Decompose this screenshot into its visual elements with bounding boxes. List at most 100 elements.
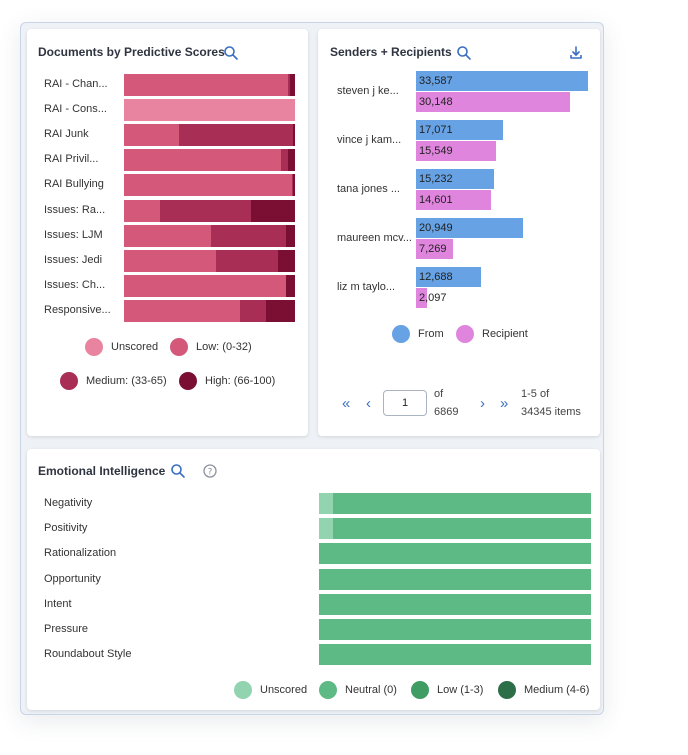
emotion-bar-segment <box>319 493 333 514</box>
senders-chart-title: Senders + Recipients <box>330 45 452 59</box>
senders-search-icon[interactable] <box>456 45 472 61</box>
docs-chart-title: Documents by Predictive Scores <box>38 45 225 59</box>
docs-bar-segment <box>124 224 212 247</box>
pager-items-count: 34345 items <box>521 406 581 418</box>
first-page-icon[interactable]: « <box>342 395 351 412</box>
recipient-value-label: 14,601 <box>419 194 453 206</box>
emotion-bar-segment <box>319 644 591 666</box>
recipient-bar[interactable] <box>416 190 491 210</box>
docs-legend-medium[interactable]: Medium: (33-65) <box>60 372 167 390</box>
docs-bar[interactable] <box>124 199 295 222</box>
emotion-bar[interactable] <box>319 644 591 666</box>
docs-bar[interactable] <box>124 174 295 197</box>
emotion-category-label: Intent <box>44 597 72 610</box>
emotion-bar-segment <box>319 518 333 540</box>
docs-bar-segment <box>293 174 295 197</box>
emo-legend-medium[interactable]: Medium (4-6) <box>498 681 589 699</box>
docs-legend-low[interactable]: Low: (0-32) <box>170 338 252 356</box>
senders-legend-from[interactable]: From <box>392 325 444 343</box>
legend-dot-icon <box>170 338 188 356</box>
sender-name-label: steven j ke... <box>337 85 399 97</box>
docs-bar[interactable] <box>124 99 295 122</box>
download-icon[interactable] <box>568 45 584 61</box>
recipient-value-label: 15,549 <box>419 145 453 157</box>
sender-name-label: tana jones ... <box>337 183 400 195</box>
docs-bar-segment <box>281 149 289 172</box>
docs-bar[interactable] <box>124 124 295 147</box>
emotion-bar[interactable] <box>319 493 591 514</box>
legend-dot-icon <box>179 372 197 390</box>
from-value-label: 33,587 <box>419 75 453 87</box>
help-icon[interactable]: ? <box>202 463 218 479</box>
emotion-category-label: Negativity <box>44 497 93 509</box>
docs-legend-high[interactable]: High: (66-100) <box>179 372 275 390</box>
docs-category-label: Responsive... <box>44 303 111 316</box>
docs-bar[interactable] <box>124 249 295 272</box>
docs-bar[interactable] <box>124 299 295 322</box>
docs-bar[interactable] <box>124 274 295 297</box>
legend-dot-icon <box>85 338 103 356</box>
legend-dot-icon <box>392 325 410 343</box>
emotion-bar[interactable] <box>319 543 591 565</box>
docs-bar-segment <box>178 124 294 147</box>
senders-legend-recipient[interactable]: Recipient <box>456 325 528 343</box>
emo-legend-unscored[interactable]: Unscored <box>234 681 307 699</box>
docs-bar-segment <box>124 74 289 96</box>
recipient-bar[interactable] <box>416 288 427 308</box>
docs-legend-unscored-label: Unscored <box>111 341 159 353</box>
emotion-bar[interactable] <box>319 593 591 615</box>
emotion-bar[interactable] <box>319 518 591 540</box>
docs-legend-low-label: Low: (0-32) <box>196 341 252 353</box>
dashboard-panel: Documents by Predictive Scores RAI - Cha… <box>20 22 604 715</box>
next-page-icon[interactable]: › <box>480 395 485 412</box>
recipient-bar[interactable] <box>416 141 496 161</box>
emo-legend-neutral[interactable]: Neutral (0) <box>319 681 397 699</box>
emotional-intelligence-card: Emotional Intelligence ? Negativity Posit… <box>27 449 600 710</box>
docs-category-label: RAI - Cons... <box>44 103 107 116</box>
from-bar[interactable] <box>416 120 504 140</box>
legend-dot-icon <box>319 681 337 699</box>
recipient-bar[interactable] <box>416 92 571 112</box>
sender-name-label: liz m taylo... <box>337 281 396 293</box>
emotion-category-label: Pressure <box>44 623 89 635</box>
previous-page-icon[interactable]: ‹ <box>366 395 371 412</box>
docs-bar-segment <box>124 99 295 122</box>
docs-legend-medium-label: Medium: (33-65) <box>86 375 167 387</box>
emotion-category-label: Roundabout Style <box>44 648 132 661</box>
from-bar[interactable] <box>416 169 494 189</box>
emotion-bar[interactable] <box>319 568 591 590</box>
emo-legend-low[interactable]: Low (1-3) <box>411 681 483 699</box>
docs-bar[interactable] <box>124 224 295 247</box>
emotion-bar-segment <box>319 568 591 590</box>
from-bar[interactable] <box>416 218 524 238</box>
sender-name-label: vince j kam... <box>337 134 402 146</box>
docs-bar-segment <box>124 249 217 272</box>
docs-bar-segment <box>124 199 160 222</box>
docs-bar-segment <box>124 149 282 172</box>
docs-bar[interactable] <box>124 149 295 172</box>
recipient-bar[interactable] <box>416 239 454 259</box>
docs-bar-segment <box>124 299 241 322</box>
docs-category-label: RAI - Chan... <box>44 78 108 90</box>
docs-search-icon[interactable] <box>223 45 239 61</box>
recipient-value-label: 2,097 <box>419 292 447 304</box>
legend-dot-icon <box>456 325 474 343</box>
docs-bar[interactable] <box>124 74 295 96</box>
emotion-bar-segment <box>319 619 591 640</box>
emotion-bar[interactable] <box>319 619 591 640</box>
page-number-input[interactable]: 1 <box>383 390 427 416</box>
from-bar[interactable] <box>416 267 481 287</box>
from-value-label: 15,232 <box>419 173 453 185</box>
svg-text:?: ? <box>208 467 213 477</box>
legend-dot-icon <box>234 681 252 699</box>
docs-category-label: Issues: Ra... <box>44 203 106 216</box>
emotional-search-icon[interactable] <box>170 463 186 479</box>
emotion-category-label: Positivity <box>44 522 88 535</box>
from-value-label: 20,949 <box>419 222 453 234</box>
emotion-bar-segment <box>319 593 591 615</box>
docs-legend-unscored[interactable]: Unscored <box>85 338 158 356</box>
emo-legend-medium-label: Medium (4-6) <box>524 684 590 696</box>
from-bar[interactable] <box>416 71 588 91</box>
from-value-label: 17,071 <box>419 124 453 136</box>
last-page-icon[interactable]: » <box>500 395 509 412</box>
